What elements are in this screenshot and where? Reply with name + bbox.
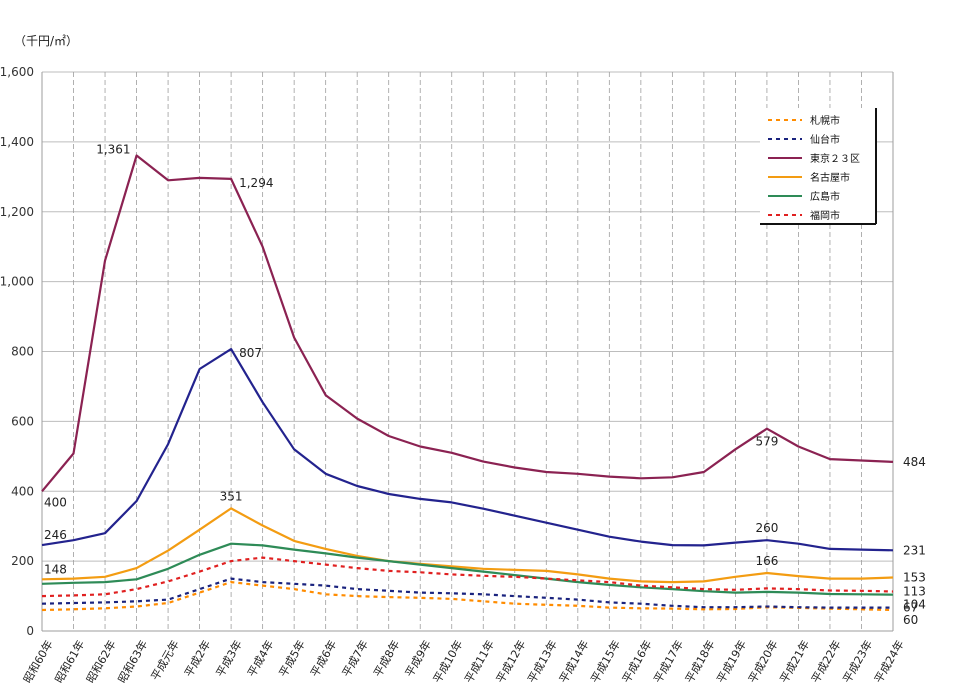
data-label: 351 [220,489,243,503]
series-line-2 [41,154,894,493]
x-tick-label: 平成元年 [148,638,182,683]
x-tick-label: 平成22年 [808,638,844,686]
series-line-6 [41,348,894,552]
x-tick-label: 平成5年 [276,638,308,680]
data-label: 400 [44,495,67,509]
x-tick-label: 平成2年 [181,638,213,680]
y-tick-label: 400 [11,484,34,498]
x-tick-label: 平成11年 [461,638,497,686]
x-tick-label: 平成8年 [370,638,402,680]
data-label: 153 [903,571,926,585]
series-line-5 [41,556,894,598]
legend-entry: 名古屋市 [810,171,850,184]
legend-entry: 福岡市 [810,209,840,222]
legend-entry: 仙台市 [810,133,840,146]
data-labels: 1,361 1,294 579 484 807 400 246 260 231 351 166 153… [44,143,926,628]
series-line-3 [41,507,894,584]
data-label: 67 [903,601,918,615]
x-tick-label: 昭和60年 [20,638,56,686]
legend-entry: 札幌市 [810,114,840,127]
legend-box [760,108,876,224]
legend-entry: 東京２３区 [810,152,860,165]
x-tick-label: 平成15年 [587,638,623,686]
x-tick-label: 平成9年 [402,638,434,680]
series-line-1 [41,577,893,609]
data-label: 260 [755,521,778,535]
grid [41,71,894,632]
y-tick-label: 1,400 [0,135,34,149]
x-tick-label: 平成20年 [745,638,781,686]
x-tick-label: 平成7年 [339,638,371,680]
x-tick-label: 昭和61年 [52,638,88,686]
data-label: 246 [44,528,67,542]
data-label: 484 [903,455,926,469]
data-label: 166 [755,554,778,568]
x-tick-label: 平成24年 [871,638,907,686]
x-tick-label: 平成10年 [430,638,466,686]
x-tick-label: 昭和63年 [115,638,151,686]
x-tick-label: 平成18年 [682,638,718,686]
data-label: 104 [903,598,926,612]
y-tick-label: 1,000 [0,275,34,289]
x-tick-label: 平成14年 [556,638,592,686]
legend-entry: 広島市 [810,190,840,203]
y-tick-label: 1,600 [0,65,34,79]
y-axis-ticks: 0 200 400 600 800 1,000 1,200 1,400 1,600 [0,65,34,638]
y-tick-label: 1,200 [0,205,34,219]
y-tick-label: 800 [11,345,34,359]
data-label: 231 [903,543,926,557]
y-unit-label: （千円/㎡） [14,34,79,48]
series-lines [41,154,894,612]
series-line-0 [41,580,894,612]
x-tick-label: 平成17年 [650,638,686,686]
data-label: 579 [755,435,778,449]
data-label: 60 [903,613,918,627]
data-label: 113 [903,585,926,599]
y-tick-label: 600 [11,414,34,428]
x-tick-label: 平成12年 [493,638,529,686]
x-tick-label: 平成4年 [244,638,276,680]
x-tick-label: 平成23年 [840,638,876,686]
series-line-4 [41,542,894,596]
data-label: 1,361 [96,143,130,157]
x-tick-label: 平成3年 [213,638,245,680]
data-label: 1,294 [239,176,273,190]
x-tick-label: 平成13年 [524,638,560,686]
x-tick-label: 平成21年 [777,638,813,686]
data-label: 148 [44,562,67,576]
y-tick-label: 0 [26,624,34,638]
x-tick-label: 平成16年 [619,638,655,686]
x-tick-label: 平成19年 [714,638,750,686]
y-tick-label: 200 [11,554,34,568]
x-tick-label: 平成6年 [307,638,339,680]
x-tick-label: 昭和62年 [83,638,119,686]
data-label: 807 [239,346,262,360]
